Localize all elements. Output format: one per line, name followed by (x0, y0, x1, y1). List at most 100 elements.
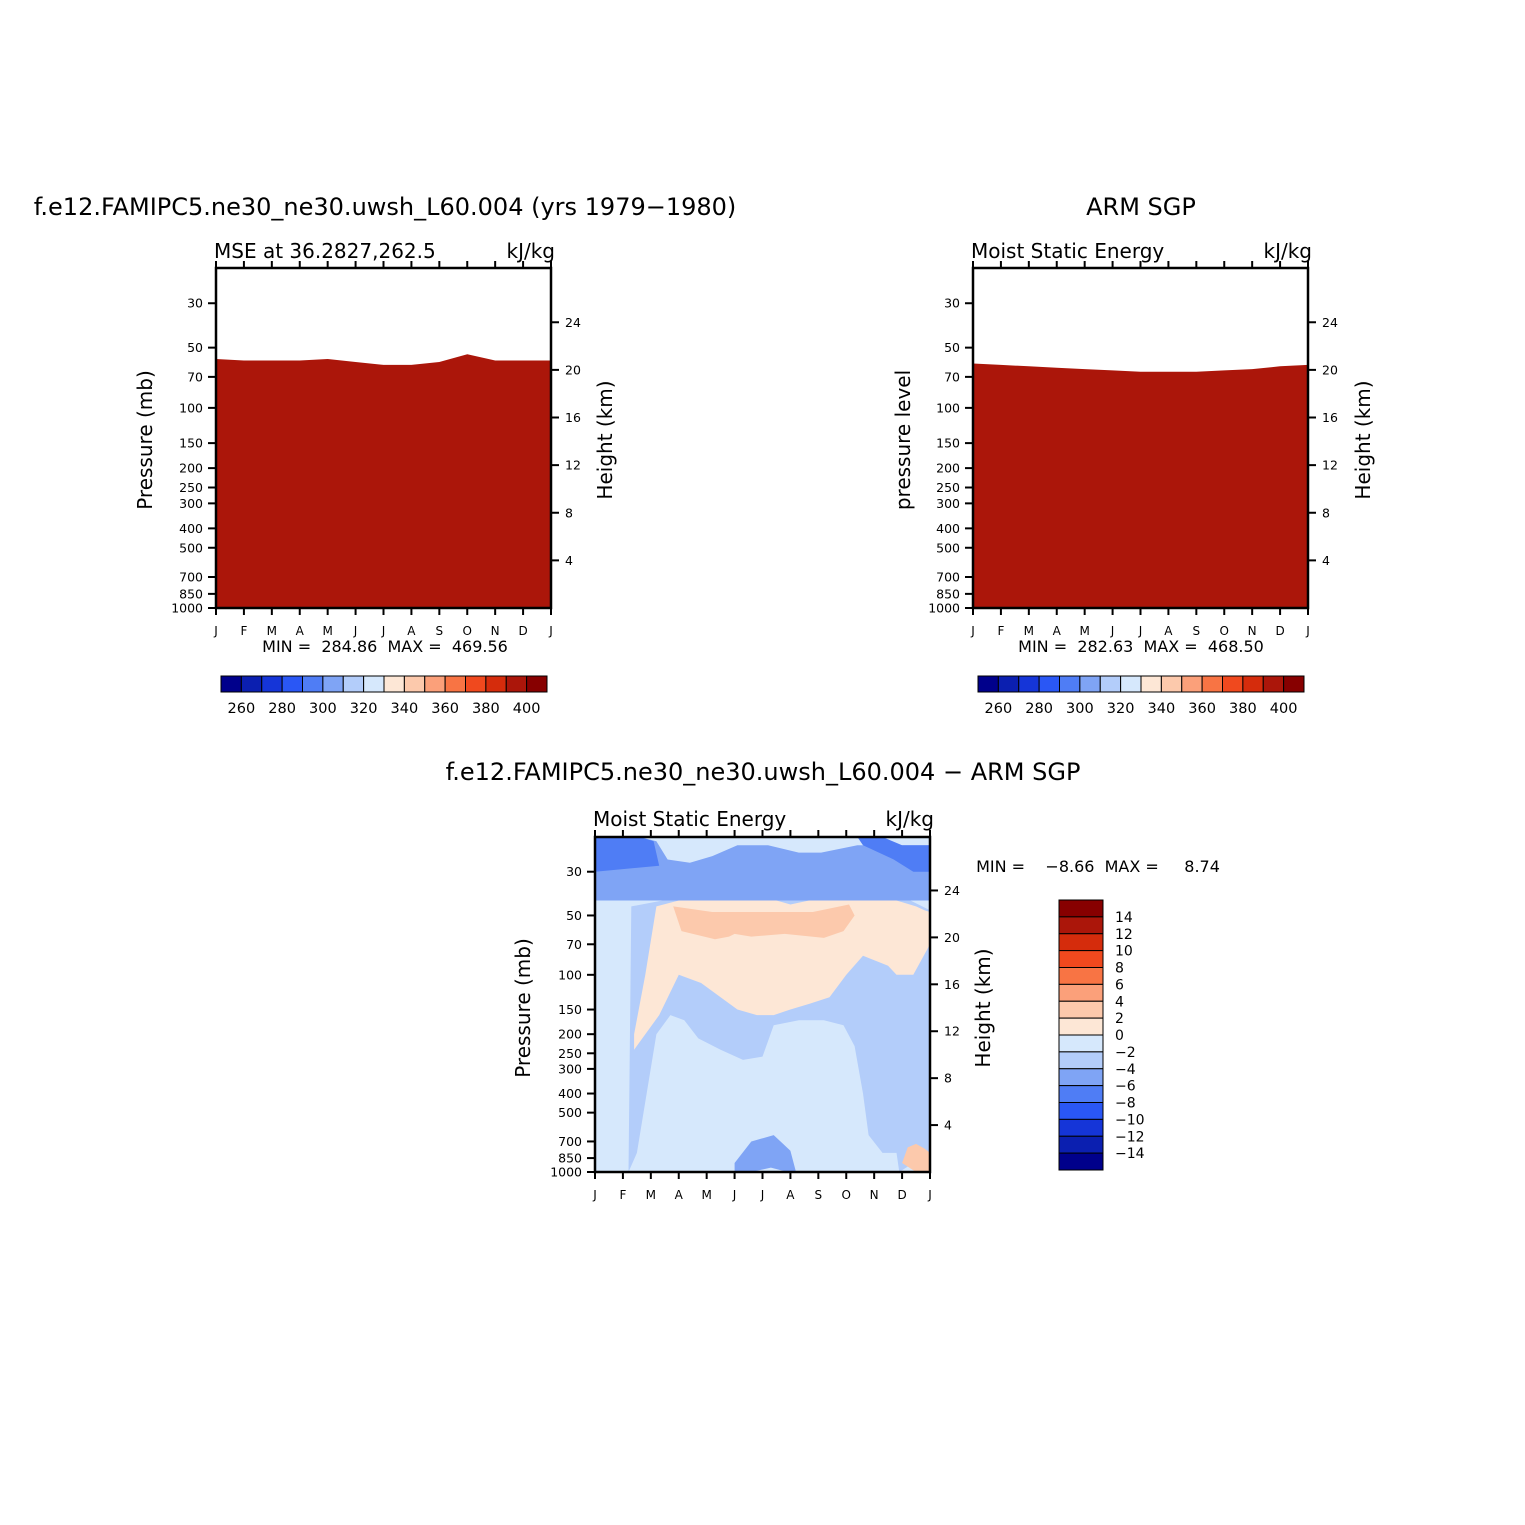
y2-tick-label: 24 (944, 883, 960, 898)
y-tick-label: 50 (187, 340, 203, 355)
min-max-text: MIN = 282.63 MAX = 468.50 (1018, 637, 1264, 656)
x-tick-label: M (322, 624, 332, 638)
colorbar-box (977, 675, 999, 693)
colorbar-label: −6 (1115, 1079, 1136, 1095)
colorbar-box (1201, 675, 1223, 693)
y-tick-label: 100 (179, 400, 203, 415)
x-tick-label: F (997, 624, 1004, 638)
chart-title: f.e12.FAMIPC5.ne30_ne30.uwsh_L60.004 (yr… (34, 193, 737, 221)
y2-tick-label: 4 (1322, 553, 1330, 568)
x-tick-label: J (1305, 624, 1310, 638)
colorbar-box (1058, 1000, 1104, 1019)
x-tick-label: J (927, 1188, 932, 1202)
contour-fills (973, 363, 1308, 608)
x-tick-label: J (732, 1188, 737, 1202)
y-tick-label: 700 (558, 1134, 582, 1149)
chart-subtitle-units: kJ/kg (886, 807, 935, 831)
chart-title: f.e12.FAMIPC5.ne30_ne30.uwsh_L60.004 − A… (446, 758, 1081, 786)
y-axis-label: Pressure (mb) (133, 370, 157, 510)
x-tick-label: F (240, 624, 247, 638)
colorbar-label: 4 (1115, 994, 1124, 1010)
y-tick-label: 300 (936, 496, 960, 511)
colorbar-box (1058, 1017, 1104, 1036)
y-axis-label: pressure level (891, 370, 915, 510)
x-tick-label: M (1024, 624, 1034, 638)
colorbar-box (1058, 1034, 1104, 1053)
colorbar-box (485, 675, 507, 693)
colorbar-box (1018, 675, 1040, 693)
colorbar-box (1058, 1085, 1104, 1103)
x-tick-label: D (1275, 624, 1284, 638)
y-tick-label: 200 (179, 461, 203, 476)
x-tick-label: A (407, 624, 416, 638)
y-tick-label: 70 (566, 937, 582, 952)
colorbar-box (1283, 675, 1305, 693)
colorbar-box (1058, 1118, 1104, 1137)
x-tick-label: N (1248, 624, 1257, 638)
colorbar-box (1140, 675, 1162, 693)
y-tick-label: 300 (179, 496, 203, 511)
chart-subtitle-left: Moist Static Energy (593, 807, 786, 831)
y-tick-label: 30 (566, 864, 582, 879)
y-tick-label: 150 (179, 436, 203, 451)
chart-title: ARM SGP (1086, 193, 1196, 221)
colorbar-box (1058, 1135, 1104, 1154)
y2-tick-label: 8 (944, 1071, 952, 1086)
colorbar-box (1058, 1152, 1104, 1171)
x-tick-label: M (267, 624, 277, 638)
x-tick-label: J (381, 624, 386, 638)
y2-tick-label: 24 (565, 315, 581, 330)
colorbar-box (526, 675, 548, 693)
colorbar-label: 400 (1270, 701, 1298, 717)
colorbar-label: 260 (228, 701, 256, 717)
colorbar-label: 380 (1229, 701, 1257, 717)
y2-tick-label: 20 (565, 362, 581, 377)
colorbar: 260 280 300 320 340 360 380 400 (220, 675, 548, 717)
contour-region-7 (902, 1143, 930, 1172)
colorbar-box (1058, 983, 1104, 1002)
y-tick-label: 500 (179, 540, 203, 555)
colorbar-box (302, 675, 324, 693)
panel-difference: J F M A M J J A S O N D J305070100150200250300400500… (446, 758, 1220, 1202)
x-tick-label: J (760, 1188, 765, 1202)
y2-tick-label: 4 (565, 553, 573, 568)
x-tick-label: D (897, 1188, 906, 1202)
colorbar-box (403, 675, 426, 693)
colorbar-label: −2 (1115, 1045, 1136, 1061)
colorbar-label: −8 (1115, 1096, 1136, 1112)
x-tick-label: A (296, 624, 305, 638)
y-tick-label: 700 (179, 570, 203, 585)
chart-subtitle-left: MSE at 36.2827,262.5 (214, 239, 436, 263)
y2-tick-label: 12 (1322, 458, 1338, 473)
y2-tick-label: 16 (1322, 410, 1338, 425)
panel-observation: J F M A M J J A S O N D J305070100150200250300400500… (891, 193, 1375, 717)
y-tick-label: 70 (944, 369, 960, 384)
contour-fills (216, 354, 551, 608)
colorbar-label: 320 (1107, 701, 1135, 717)
colorbar-box (220, 675, 242, 693)
y-tick-label: 400 (558, 1086, 582, 1101)
colorbar-label: 400 (513, 701, 541, 717)
colorbar-label: 14 (1115, 910, 1133, 926)
x-tick-label: A (1053, 624, 1062, 638)
x-tick-label: M (701, 1188, 711, 1202)
x-tick-label: D (518, 624, 527, 638)
x-tick-label: S (1193, 624, 1201, 638)
y-tick-label: 100 (936, 400, 960, 415)
x-tick-label: M (646, 1188, 656, 1202)
contour-region-8 (734, 1135, 796, 1172)
x-tick-label: F (619, 1188, 626, 1202)
colorbar-box (1222, 675, 1244, 693)
contour-region-3 (673, 904, 855, 940)
y2-tick-label: 4 (944, 1118, 952, 1133)
colorbar-box (1058, 967, 1104, 985)
y-tick-label: 500 (936, 540, 960, 555)
y-tick-label: 200 (558, 1027, 582, 1042)
x-tick-label: O (1220, 624, 1229, 638)
chart-subtitle-units: kJ/kg (1264, 239, 1313, 263)
colorbar-box (1160, 675, 1183, 693)
y2-tick-label: 20 (1322, 362, 1338, 377)
y-tick-label: 250 (936, 480, 960, 495)
y-tick-label: 850 (558, 1151, 582, 1166)
